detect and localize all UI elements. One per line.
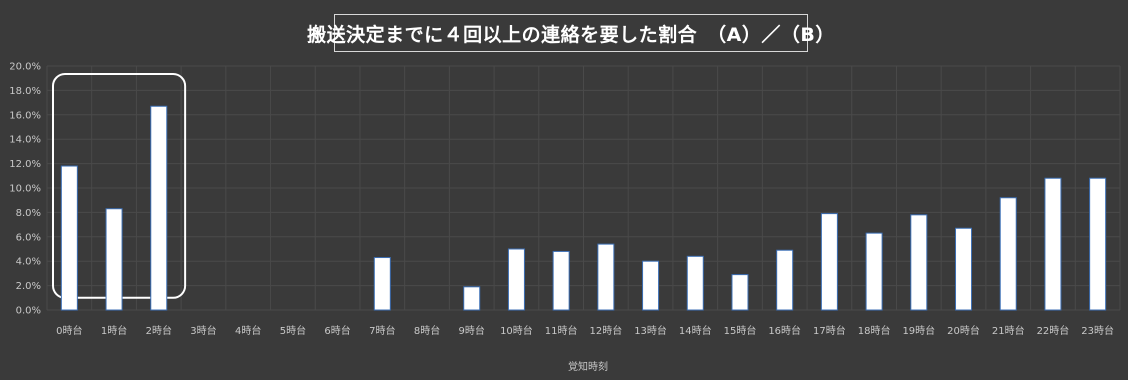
bar	[373, 257, 391, 311]
y-tick-label: 20.0%	[9, 62, 41, 73]
y-tick-label: 10.0%	[9, 184, 41, 195]
bar	[150, 105, 168, 311]
x-tick-label: 4時台	[235, 324, 261, 337]
x-tick-label: 7時台	[369, 324, 395, 337]
x-axis-label: 覚知時刻	[568, 360, 608, 373]
x-tick-label: 6時台	[324, 324, 350, 337]
x-tick-label: 9時台	[459, 324, 485, 337]
x-tick-label: 15時台	[724, 324, 757, 337]
x-tick-label: 13時台	[634, 324, 667, 337]
bars	[60, 105, 1107, 311]
bar	[686, 255, 704, 311]
chart-title: 搬送決定までに４回以上の連絡を要した割合 （A）／（B）	[307, 14, 834, 52]
x-tick-label: 10時台	[500, 324, 533, 337]
x-tick-label: 0時台	[56, 324, 82, 337]
bar	[60, 165, 78, 311]
bar	[1089, 177, 1107, 311]
y-tick-label: 14.0%	[9, 135, 41, 146]
grid-lines	[46, 65, 1121, 311]
x-tick-label: 5時台	[280, 324, 306, 337]
bar	[1044, 177, 1062, 311]
bar	[642, 260, 660, 311]
x-tick-label: 19時台	[902, 324, 935, 337]
x-tick-label: 12時台	[589, 324, 622, 337]
y-axis: 0.0% 2.0% 4.0% 6.0% 8.0% 10.0% 12.0% 14.0% 16.0%…	[9, 62, 41, 317]
bar	[463, 286, 481, 311]
x-tick-label: 11時台	[545, 324, 578, 337]
bar	[955, 227, 973, 311]
x-axis: 0時台 1時台 2時台 3時台 4時台 5時台 6時台 7時台 8時台 9時台 10時台 11時台 12…	[56, 324, 1114, 337]
x-tick-label: 23時台	[1081, 324, 1114, 337]
x-tick-label: 20時台	[947, 324, 980, 337]
bar	[731, 274, 749, 311]
x-tick-label: 8時台	[414, 324, 440, 337]
y-tick-label: 18.0%	[9, 86, 41, 97]
bar	[865, 232, 883, 311]
x-tick-label: 2時台	[146, 324, 172, 337]
y-tick-label: 8.0%	[16, 208, 41, 219]
x-tick-label: 17時台	[813, 324, 846, 337]
bar	[552, 250, 570, 311]
y-tick-label: 6.0%	[16, 232, 41, 243]
bar	[597, 243, 615, 311]
bar	[105, 208, 123, 311]
y-tick-label: 16.0%	[9, 110, 41, 121]
x-tick-label: 21時台	[992, 324, 1025, 337]
y-tick-label: 0.0%	[16, 306, 41, 317]
bar	[910, 214, 928, 311]
y-tick-label: 2.0%	[16, 281, 41, 292]
y-tick-label: 12.0%	[9, 159, 41, 170]
bar	[999, 197, 1017, 311]
x-tick-label: 16時台	[768, 324, 801, 337]
x-tick-label: 22時台	[1037, 324, 1070, 337]
bar	[776, 249, 794, 311]
x-tick-label: 14時台	[679, 324, 712, 337]
x-tick-label: 18時台	[858, 324, 891, 337]
bar	[820, 213, 838, 311]
y-tick-label: 4.0%	[16, 257, 41, 268]
x-tick-label: 3時台	[190, 324, 216, 337]
bar	[507, 248, 525, 311]
x-tick-label: 1時台	[101, 324, 127, 337]
